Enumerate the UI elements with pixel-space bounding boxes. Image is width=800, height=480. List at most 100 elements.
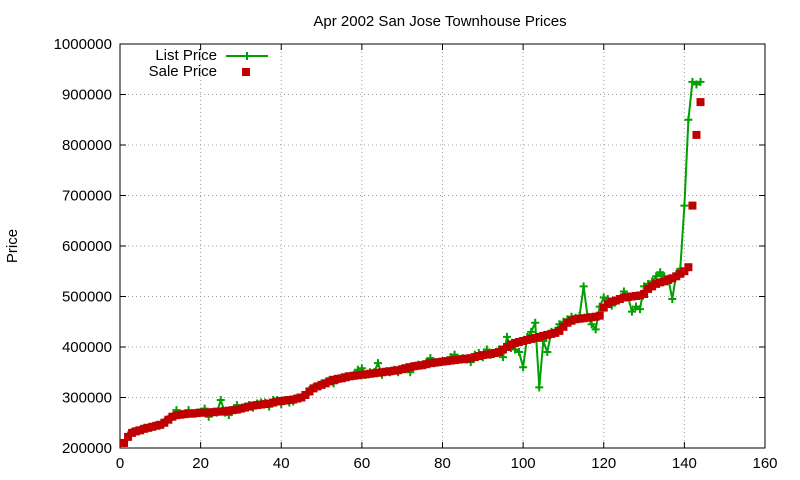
data-point-sale-price xyxy=(204,408,213,417)
data-point-sale-price xyxy=(236,404,245,413)
data-point-sale-price xyxy=(212,407,221,416)
data-point-sale-price xyxy=(406,363,415,372)
legend-marker-list-price xyxy=(243,52,251,60)
data-point-sale-price xyxy=(623,293,632,302)
data-point-sale-price xyxy=(474,352,483,361)
data-point-sale-price xyxy=(208,408,217,417)
data-point-sale-price xyxy=(232,405,241,414)
data-point-list-price xyxy=(680,201,689,210)
data-point-list-price xyxy=(599,293,608,302)
y-tick-label: 1000000 xyxy=(54,36,112,53)
data-point-sale-price xyxy=(535,332,544,341)
data-point-sale-price xyxy=(442,357,451,366)
y-tick-label: 200000 xyxy=(62,440,112,457)
data-point-sale-price xyxy=(696,98,705,107)
data-point-sale-price xyxy=(313,382,322,391)
data-point-sale-price xyxy=(640,289,649,298)
ticks-layer: 0 20 40 60 80 100 120 140 160 200000 300000 400000 5… xyxy=(54,36,778,472)
data-point-list-price xyxy=(503,332,511,341)
data-point-sale-price xyxy=(136,426,145,435)
data-point-sale-price xyxy=(349,371,358,380)
data-point-sale-price xyxy=(656,278,665,287)
data-point-sale-price xyxy=(454,355,463,364)
data-point-sale-price xyxy=(120,438,129,447)
data-point-sale-price xyxy=(680,267,689,276)
data-point-sale-price xyxy=(575,314,584,323)
data-point-list-price xyxy=(543,348,552,357)
legend-label-sale-price: Sale Price xyxy=(149,63,217,80)
data-point-sale-price xyxy=(168,412,177,421)
data-point-sale-price xyxy=(277,397,286,406)
legend: List Price Sale Price xyxy=(149,47,268,80)
y-tick-label: 300000 xyxy=(62,390,112,407)
data-point-sale-price xyxy=(611,296,620,305)
data-point-sale-price xyxy=(450,356,459,365)
data-point-sale-price xyxy=(224,406,233,415)
data-point-list-price xyxy=(587,320,596,329)
data-point-sale-price xyxy=(192,409,201,418)
x-tick-label: 140 xyxy=(672,455,697,472)
data-point-list-price xyxy=(692,80,701,89)
data-point-sale-price xyxy=(341,373,350,382)
data-point-list-price xyxy=(535,383,544,392)
data-point-sale-price xyxy=(257,400,266,409)
data-point-sale-price xyxy=(152,421,161,430)
data-point-sale-price xyxy=(438,357,447,366)
y-tick-label: 400000 xyxy=(62,339,112,356)
data-point-list-price xyxy=(579,282,588,291)
data-point-sale-price xyxy=(422,360,431,369)
data-point-list-price xyxy=(216,396,225,405)
data-point-sale-price xyxy=(648,282,657,291)
data-point-list-price xyxy=(591,325,600,334)
data-point-sale-price xyxy=(180,410,189,419)
data-point-sale-price xyxy=(216,407,225,416)
data-point-sale-price xyxy=(652,279,661,288)
data-point-list-price xyxy=(636,305,645,314)
data-point-sale-price xyxy=(196,408,205,417)
data-point-list-price xyxy=(632,302,640,311)
data-point-sale-price xyxy=(309,384,318,393)
data-point-sale-price xyxy=(333,374,342,383)
data-point-sale-price xyxy=(523,335,532,344)
data-point-sale-price xyxy=(595,311,604,320)
data-point-sale-price xyxy=(281,396,290,405)
data-point-sale-price xyxy=(615,295,624,304)
data-point-sale-price xyxy=(567,316,576,325)
data-point-sale-price xyxy=(482,350,491,359)
data-point-sale-price xyxy=(676,269,685,278)
data-point-sale-price xyxy=(527,334,536,343)
data-point-sale-price xyxy=(587,313,596,322)
x-tick-label: 40 xyxy=(273,455,290,472)
data-point-sale-price xyxy=(511,338,520,347)
plot-frame xyxy=(119,43,766,449)
data-point-sale-price xyxy=(418,361,427,370)
data-point-sale-price xyxy=(337,374,346,383)
data-point-sale-price xyxy=(172,411,181,420)
data-point-sale-price xyxy=(402,364,411,373)
data-point-sale-price xyxy=(555,326,564,335)
y-tick-label: 800000 xyxy=(62,137,112,154)
series-layer xyxy=(120,77,705,447)
data-point-sale-price xyxy=(228,406,237,415)
x-tick-label: 20 xyxy=(192,455,209,472)
data-point-sale-price xyxy=(293,394,302,403)
data-point-sale-price xyxy=(200,408,209,417)
data-point-list-price xyxy=(374,359,382,368)
data-point-sale-price xyxy=(632,291,640,300)
data-point-sale-price xyxy=(498,345,507,354)
data-point-sale-price xyxy=(551,328,560,337)
data-point-sale-price xyxy=(289,395,298,404)
data-point-list-price xyxy=(688,77,697,86)
data-point-sale-price xyxy=(539,331,548,340)
data-point-sale-price xyxy=(571,315,580,324)
data-point-sale-price xyxy=(410,362,419,371)
data-point-sale-price xyxy=(607,297,616,306)
data-point-sale-price xyxy=(374,368,382,377)
data-point-sale-price xyxy=(160,418,169,427)
data-point-list-price xyxy=(515,348,524,357)
data-point-list-price xyxy=(498,353,507,362)
data-point-list-price xyxy=(531,318,540,327)
y-tick-label: 700000 xyxy=(62,188,112,205)
data-point-sale-price xyxy=(672,272,681,281)
